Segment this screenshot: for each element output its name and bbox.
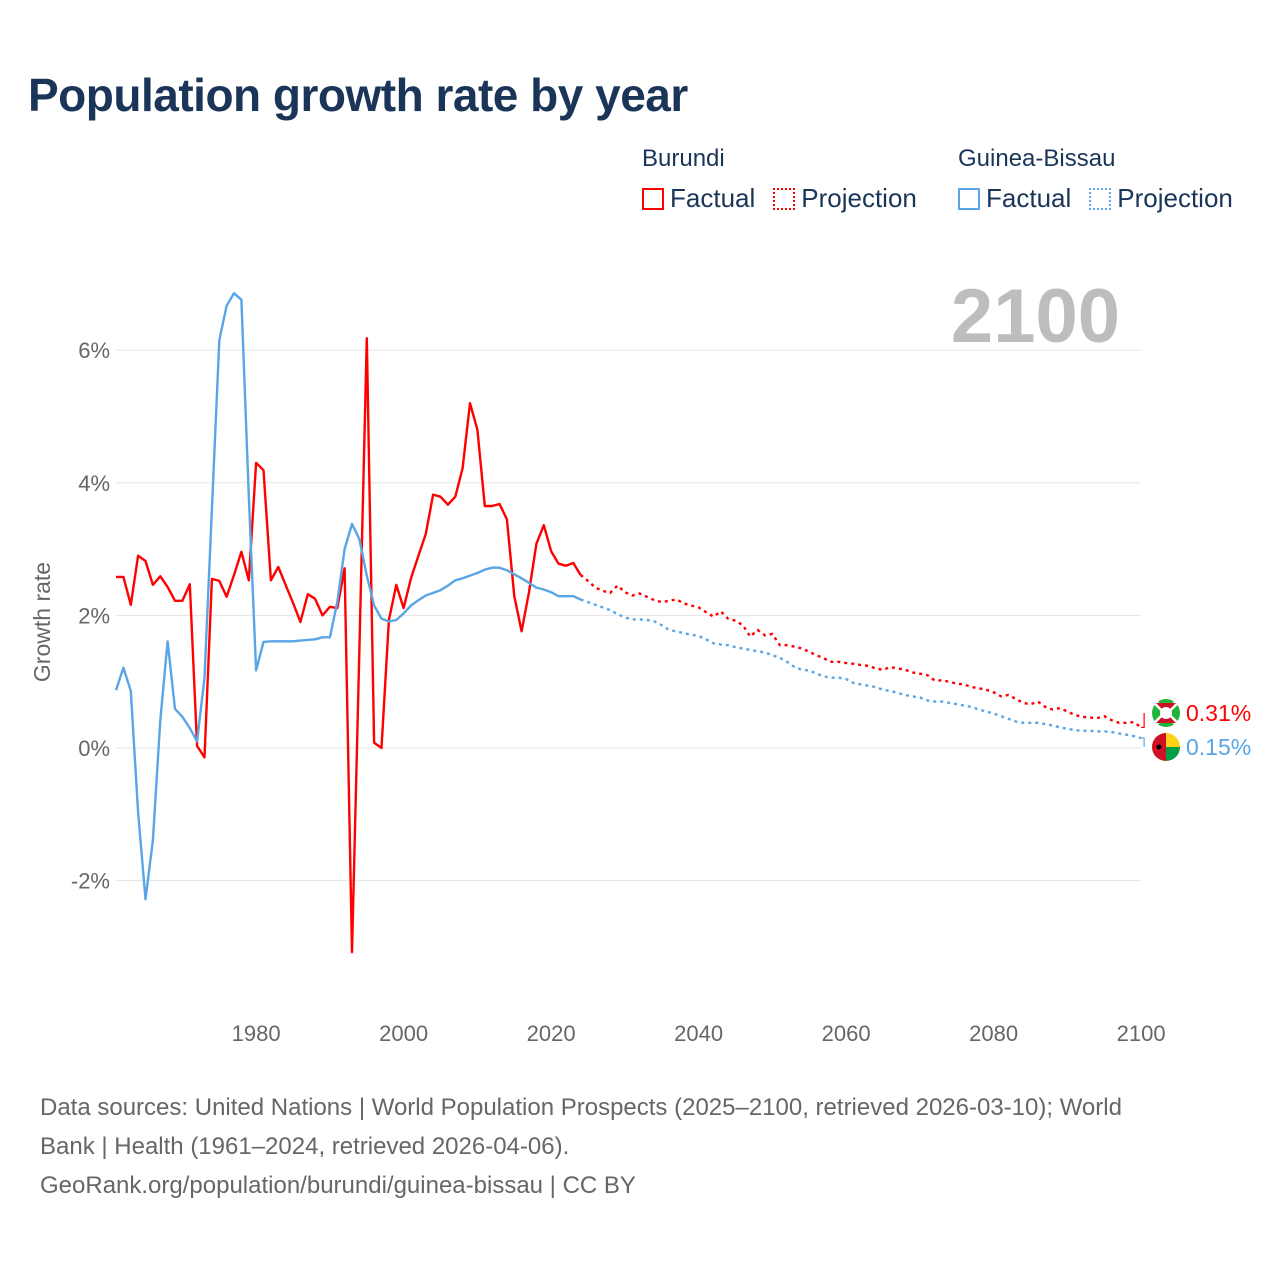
legend-guinea-bissau-factual[interactable]: Factual: [958, 183, 1071, 214]
burundi-flag-icon: [1152, 699, 1180, 727]
source-link[interactable]: GeoRank.org/population/burundi/guinea-bi…: [40, 1172, 636, 1199]
x-tick-label: 2040: [674, 1021, 723, 1046]
line-chart: -2%0%2%4%6%1980 2000 2020 2040 2060 2080 2100 …: [29, 274, 1251, 1046]
chart-title: Population growth rate by year: [28, 69, 688, 121]
legend-burundi: Burundi Factual Projection: [642, 145, 917, 214]
legend-label: Projection: [1117, 183, 1233, 213]
legend-country-label: Burundi: [642, 145, 725, 172]
data-sources-text-cont: Bank | Health (1961–2024, retrieved 2026…: [40, 1133, 570, 1160]
footer: Data sources: United Nations | World Pop…: [40, 1088, 1240, 1205]
legend-guinea-bissau-projection[interactable]: Projection: [1089, 183, 1233, 214]
legend-guinea-bissau: Guinea-Bissau Factual Projection: [958, 145, 1233, 214]
burundi-factual-line: [116, 337, 582, 954]
guinea-bissau-flag-icon: [1152, 733, 1180, 761]
legend-label: Factual: [986, 183, 1072, 213]
legend-label: Projection: [801, 183, 917, 213]
y-axis-label: Growth rate: [29, 562, 55, 682]
x-tick-label: 2080: [969, 1021, 1018, 1046]
solid-swatch-icon: [958, 187, 980, 210]
y-tick-label: 4%: [78, 471, 110, 496]
data-sources-text: Data sources: United Nations | World Pop…: [40, 1094, 1122, 1121]
x-tick-label: 2100: [1117, 1021, 1166, 1046]
guinea-bissau-end-value: 0.15%: [1186, 734, 1251, 760]
y-tick-label: 2%: [78, 603, 110, 628]
x-tick-label: 2060: [822, 1021, 871, 1046]
burundi-connector: [1141, 713, 1145, 729]
legend-label: Factual: [670, 183, 756, 213]
dotted-swatch-icon: [1089, 187, 1112, 210]
y-tick-label: -2%: [71, 869, 110, 894]
legend-country-label: Guinea-Bissau: [958, 145, 1116, 172]
legend-burundi-factual[interactable]: Factual: [642, 183, 755, 214]
burundi-projection-line: [579, 574, 1142, 729]
flag-disc: [1160, 707, 1172, 719]
burundi-end-value: 0.31%: [1186, 700, 1251, 726]
flag-green: [1166, 747, 1180, 761]
guinea-bissau-factual-line: [114, 292, 582, 901]
y-tick-label: 6%: [78, 338, 110, 363]
guinea-bissau-projection-line: [580, 598, 1142, 740]
current-year-label: 2100: [951, 274, 1120, 359]
y-tick-label: 0%: [78, 736, 110, 761]
x-tick-label: 1980: [232, 1021, 281, 1046]
dotted-swatch-icon: [773, 187, 796, 210]
x-tick-label: 2000: [379, 1021, 428, 1046]
solid-swatch-icon: [642, 187, 664, 210]
flag-star: [1156, 744, 1162, 750]
legend-burundi-projection[interactable]: Projection: [773, 183, 917, 214]
guinea-bissau-connector: [1141, 737, 1145, 747]
x-tick-label: 2020: [527, 1021, 576, 1046]
